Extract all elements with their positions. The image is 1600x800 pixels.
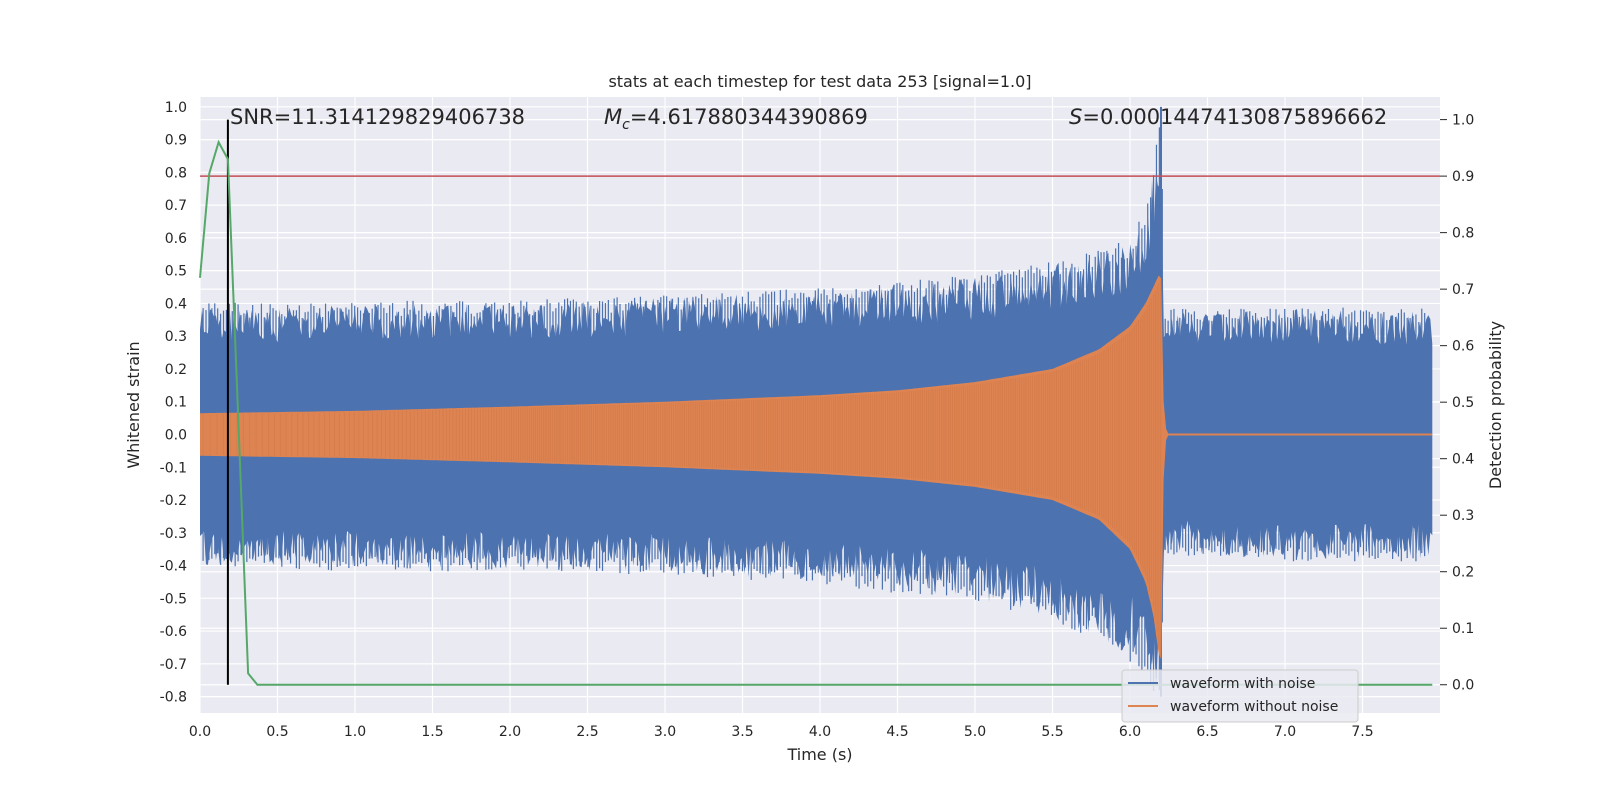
right-y-tick-label: 0.1 (1452, 621, 1474, 637)
x-tick-label: 0.5 (266, 724, 288, 740)
snr-annotation: SNR=11.314129829406738 (230, 105, 525, 129)
left-y-tick-label: -0.4 (160, 559, 187, 575)
x-tick-label: 6.0 (1119, 724, 1141, 740)
left-y-tick-label: 0.6 (165, 231, 187, 247)
x-tick-label: 7.0 (1274, 724, 1296, 740)
x-tick-label: 5.0 (964, 724, 986, 740)
right-y-axis-ticks: 1.0 0.9 0.8 0.7 0.6 0.5 0.4 0.3 0.2 0.1 0.0 (1440, 113, 1474, 694)
left-y-tick-label: 0.8 (165, 165, 187, 181)
x-tick-label: 0.0 (189, 724, 211, 740)
right-y-tick-label: 0.8 (1452, 226, 1474, 242)
right-y-tick-label: 0.9 (1452, 169, 1474, 185)
left-y-tick-label: 0.5 (165, 264, 187, 280)
left-y-tick-label: -0.8 (160, 690, 187, 706)
plot-content (199, 106, 1440, 697)
detection-probability-series (199, 139, 1433, 686)
clean-waveform-series (200, 275, 1433, 660)
left-y-tick-label: -0.5 (160, 591, 187, 607)
left-y-axis-label: Whitened strain (124, 341, 143, 468)
legend-box (1121, 669, 1359, 723)
left-y-tick-label: -0.1 (160, 460, 187, 476)
x-axis-ticks: 0.0 0.5 1.0 1.5 2.0 2.5 3.0 3.5 4.0 4.5 5.0 5.5 6.0 6… (189, 724, 1374, 740)
x-tick-label: 4.0 (809, 724, 831, 740)
s-value: =0.00014474130875896662 (1082, 105, 1387, 129)
left-y-tick-label: 1.0 (165, 100, 187, 116)
right-y-tick-label: 0.5 (1452, 395, 1474, 411)
x-tick-label: 1.0 (344, 724, 366, 740)
x-tick-label: 4.5 (886, 724, 908, 740)
chirp-mass-symbol: M (604, 105, 622, 129)
left-y-tick-label: -0.3 (160, 526, 187, 542)
right-y-tick-label: 1.0 (1452, 113, 1474, 129)
left-y-tick-label: 0.4 (165, 296, 187, 312)
right-y-axis-label: Detection probability (1486, 321, 1505, 489)
chart-title: stats at each timestep for test data 253… (608, 72, 1031, 91)
x-axis-label: Time (s) (786, 745, 852, 764)
right-y-tick-label: 0.3 (1452, 508, 1474, 524)
left-y-tick-label: 0.0 (165, 427, 187, 443)
chirp-mass-annotation: Mc=4.617880344390869 (604, 105, 868, 133)
x-tick-label: 5.5 (1041, 724, 1063, 740)
x-tick-label: 7.5 (1351, 724, 1373, 740)
x-tick-label: 3.5 (731, 724, 753, 740)
right-y-tick-label: 0.4 (1452, 452, 1474, 468)
left-y-tick-label: 0.7 (165, 198, 187, 214)
legend: waveform with noise waveform without noi… (1121, 669, 1359, 723)
right-y-tick-label: 0.0 (1452, 678, 1474, 694)
x-tick-label: 2.0 (499, 724, 521, 740)
chirp-mass-subscript: c (622, 117, 630, 133)
x-tick-label: 6.5 (1196, 724, 1218, 740)
left-y-tick-label: -0.2 (160, 493, 187, 509)
left-y-tick-label: 0.3 (165, 329, 187, 345)
left-y-tick-label: 0.1 (165, 395, 187, 411)
right-y-tick-label: 0.7 (1452, 282, 1474, 298)
left-y-tick-label: 0.2 (165, 362, 187, 378)
x-tick-label: 2.5 (576, 724, 598, 740)
left-y-tick-label: 0.9 (165, 133, 187, 149)
s-annotation: S=0.00014474130875896662 (1069, 105, 1387, 129)
clean-waveform-oscillation (202, 279, 1433, 658)
s-symbol: S (1069, 105, 1082, 129)
left-y-tick-label: -0.6 (160, 624, 187, 640)
chirp-mass-value: =4.617880344390869 (630, 105, 868, 129)
left-y-tick-label: -0.7 (160, 657, 187, 673)
right-y-tick-label: 0.6 (1452, 339, 1474, 355)
x-tick-label: 3.0 (654, 724, 676, 740)
right-y-tick-label: 0.2 (1452, 565, 1474, 581)
legend-clean-label: waveform without noise (1170, 699, 1338, 715)
left-y-axis-ticks: 1.0 0.9 0.8 0.7 0.6 0.5 0.4 0.3 0.2 0.1 0.0 -0.1 -0.… (160, 100, 187, 706)
legend-noise-label: waveform with noise (1170, 676, 1315, 692)
x-tick-label: 1.5 (421, 724, 443, 740)
